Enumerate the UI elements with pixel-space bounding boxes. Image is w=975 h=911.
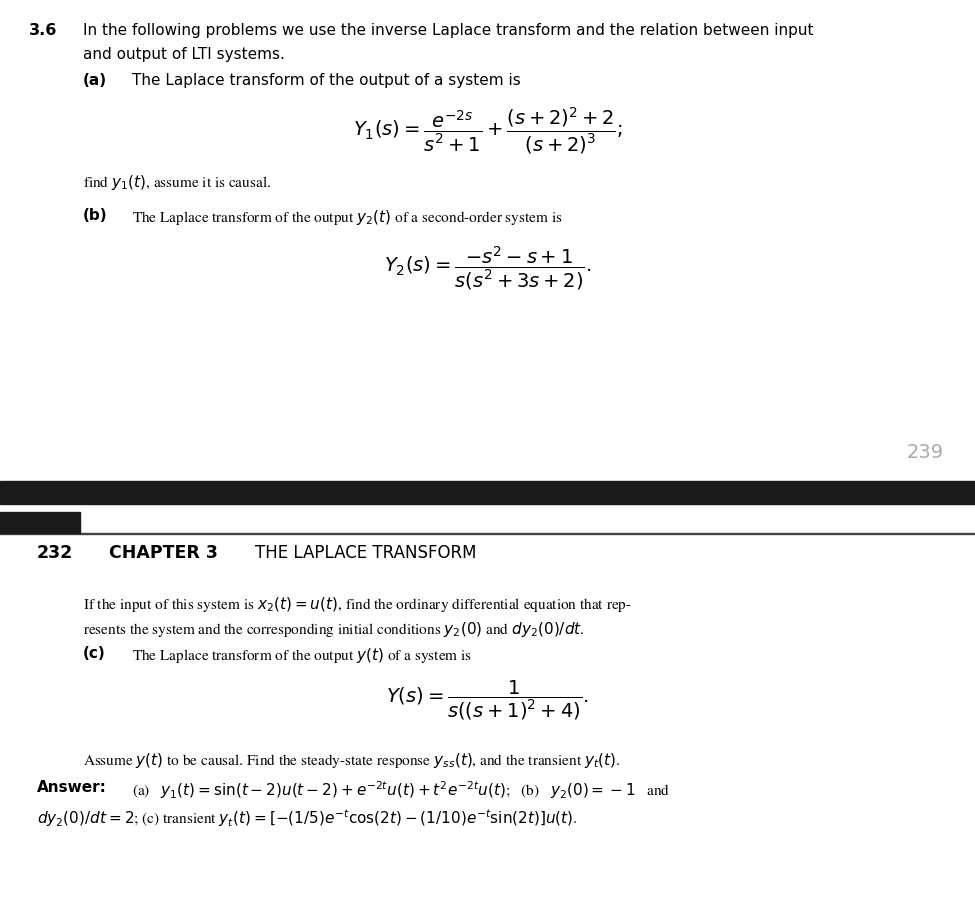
Text: find $y_1(t)$, assume it is causal.: find $y_1(t)$, assume it is causal. [83, 173, 271, 191]
Bar [0, 481, 975, 505]
Text: The Laplace transform of the output of a system is: The Laplace transform of the output of a… [132, 73, 521, 87]
Text: $Y_2(s) = \dfrac{-s^2 - s + 1}{s(s^2+3s+2)}.$: $Y_2(s) = \dfrac{-s^2 - s + 1}{s(s^2+3s+… [384, 244, 591, 292]
Text: Answer:: Answer: [37, 779, 107, 793]
Text: The Laplace transform of the output $y_2(t)$ of a second-order system is: The Laplace transform of the output $y_2… [132, 208, 563, 227]
Text: 3.6: 3.6 [29, 23, 58, 37]
Text: and output of LTI systems.: and output of LTI systems. [83, 47, 285, 62]
Text: $dy_2(0)/dt = 2$; (c) transient $y_t(t) = [-(1/5)e^{-t}\cos(2t) - (1/10)e^{-t}\s: $dy_2(0)/dt = 2$; (c) transient $y_t(t) … [37, 806, 577, 828]
Text: CHAPTER 3: CHAPTER 3 [109, 543, 218, 561]
Text: THE LAPLACE TRANSFORM: THE LAPLACE TRANSFORM [255, 543, 477, 561]
Text: (c): (c) [83, 645, 105, 660]
Text: The Laplace transform of the output $y(t)$ of a system is: The Laplace transform of the output $y(t… [132, 645, 472, 664]
Text: In the following problems we use the inverse Laplace transform and the relation : In the following problems we use the inv… [83, 23, 813, 37]
Text: $Y_1(s) = \dfrac{e^{-2s}}{s^2+1} + \dfrac{(s+2)^2+2}{(s+2)^3};$: $Y_1(s) = \dfrac{e^{-2s}}{s^2+1} + \dfra… [353, 105, 622, 156]
Text: If the input of this system is $x_2(t) = u(t)$, find the ordinary differential e: If the input of this system is $x_2(t) =… [83, 594, 632, 613]
Text: $Y(s) = \dfrac{1}{s((s+1)^2+4)}.$: $Y(s) = \dfrac{1}{s((s+1)^2+4)}.$ [386, 678, 589, 722]
Text: resents the system and the corresponding initial conditions $y_2(0)$ and $dy_2(0: resents the system and the corresponding… [83, 619, 584, 639]
Bar [0, 533, 975, 535]
Text: 232: 232 [37, 543, 73, 561]
Text: (a): (a) [83, 73, 107, 87]
Text: Assume $y(t)$ to be causal. Find the steady-state response $y_{ss}(t)$, and the : Assume $y(t)$ to be causal. Find the ste… [83, 751, 620, 770]
Text: 239: 239 [907, 443, 944, 462]
Text: (a)   $y_1(t) = \sin(t-2)u(t-2) + e^{-2t}u(t) + t^2e^{-2t}u(t)$;   (b)   $y_2(0): (a) $y_1(t) = \sin(t-2)u(t-2) + e^{-2t}u… [132, 779, 670, 801]
Bar [0, 513, 80, 533]
Text: (b): (b) [83, 208, 107, 222]
